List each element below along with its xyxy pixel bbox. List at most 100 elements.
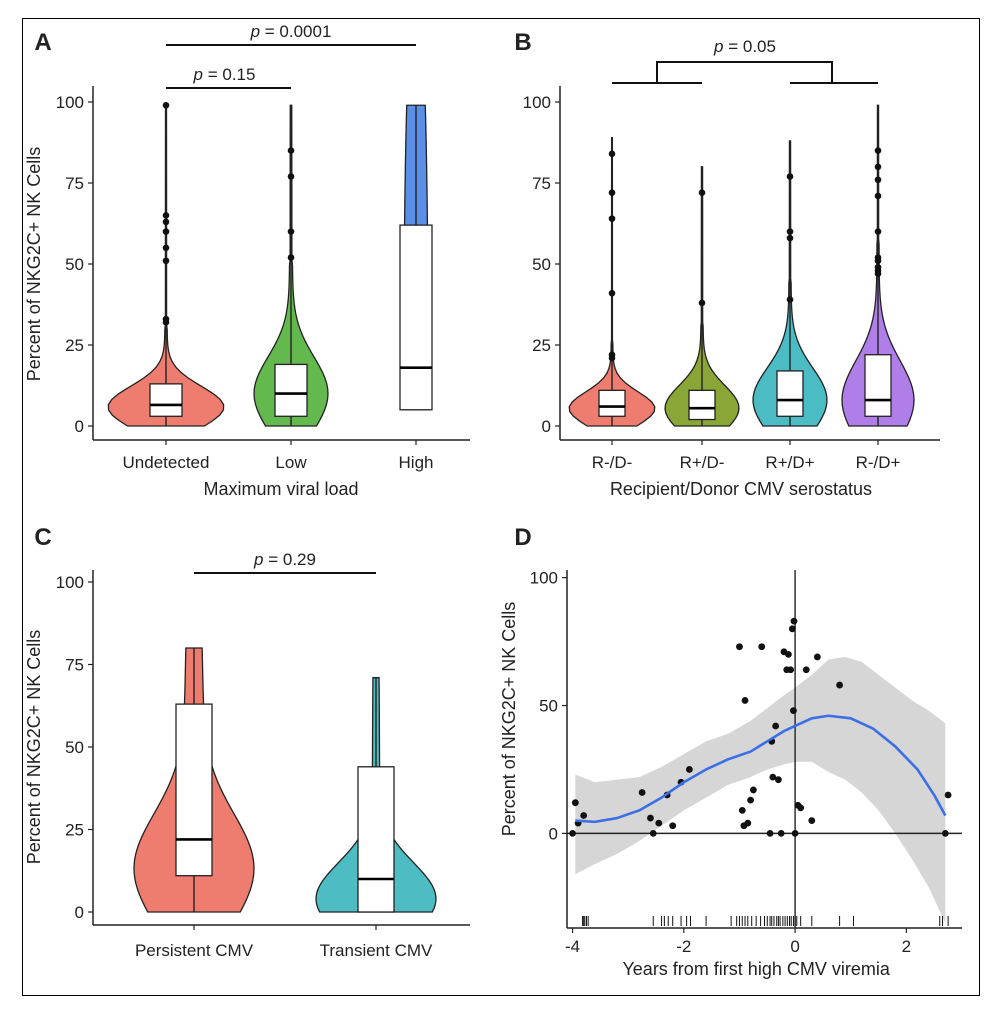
box-R+/D-	[688, 389, 716, 421]
y-tick-label: 100	[530, 569, 558, 588]
outlier-point	[874, 192, 882, 200]
outlier-point	[786, 234, 794, 242]
x-axis-label: Recipient/Donor CMV serostatus	[610, 479, 872, 499]
y-tick-label: 0	[75, 417, 84, 436]
data-point	[941, 829, 949, 837]
data-point	[775, 776, 782, 784]
outlier-point	[162, 319, 170, 326]
outlier-point	[874, 270, 882, 278]
box-Transient CMV	[357, 766, 395, 913]
x-tick-label: R-/D+	[856, 453, 901, 472]
panel-b: 0 25 50 75 100 R-/D- R+/D- R+/D+ R-/D+ Recipient/…	[514, 29, 940, 499]
outlier-point	[786, 173, 794, 180]
data-point	[744, 819, 752, 827]
data-point	[777, 829, 785, 837]
outlier-point	[608, 289, 616, 297]
y-tick-label: 0	[542, 417, 551, 436]
data-point	[638, 789, 646, 796]
box-R-/D-	[598, 389, 626, 417]
x-axis-label: Maximum viral load	[203, 479, 358, 499]
data-point	[772, 722, 780, 730]
outlier-point	[874, 163, 882, 171]
box-Undetected	[149, 383, 183, 417]
y-tick-label: 25	[532, 336, 551, 355]
data-point	[813, 653, 821, 661]
data-point	[655, 819, 663, 827]
data-point	[736, 643, 743, 651]
data-point	[669, 822, 677, 830]
data-point	[769, 773, 777, 781]
data-point	[749, 786, 757, 794]
box-R+/D+	[776, 370, 804, 417]
data-point	[738, 806, 746, 814]
outlier-point	[608, 215, 616, 222]
y-tick-label: 25	[65, 821, 84, 840]
outlier-point	[162, 218, 170, 226]
x-tick-label: Low	[275, 453, 307, 472]
x-tick-label: R-/D-	[592, 453, 633, 472]
box-High	[399, 224, 433, 411]
p-value-label: p = 0.0001	[250, 22, 332, 41]
p-value-label: p = 0.05	[713, 37, 776, 56]
data-point	[790, 707, 797, 715]
x-tick-label: -2	[676, 937, 691, 956]
x-tick-label: 0	[790, 937, 799, 956]
y-tick-label: 75	[65, 174, 84, 193]
bracket-between-groups	[656, 61, 833, 83]
panel-a: 0 25 50 75 100 Percent of NKG2C+ NK Cells Unde…	[24, 22, 470, 499]
y-tick-label: 0	[75, 903, 84, 922]
confidence-band	[575, 656, 946, 923]
outlier-point	[162, 212, 170, 219]
outlier-point	[162, 244, 170, 252]
y-axis-label: Percent of NKG2C+ NK Cells	[24, 147, 44, 382]
y-tick-label: 50	[532, 255, 551, 274]
outlier-point	[874, 257, 882, 265]
y-tick-label: 75	[532, 174, 551, 193]
y-tick-label: 25	[65, 336, 84, 355]
data-point	[571, 799, 579, 807]
data-point	[836, 681, 844, 689]
data-point	[787, 666, 795, 674]
panel-letter: D	[514, 524, 531, 551]
x-tick-label: Undetected	[123, 453, 210, 472]
data-point	[944, 791, 952, 799]
x-tick-label: R+/D-	[680, 453, 725, 472]
figure-frame	[22, 18, 980, 996]
data-point	[766, 829, 774, 837]
outlier-point	[162, 101, 170, 109]
panel-c: 0 25 50 75 100 Percent of NKG2C+ NK Cells Pers…	[24, 524, 470, 960]
outlier-point	[608, 189, 616, 197]
data-point	[747, 796, 754, 804]
outlier-point	[287, 173, 295, 180]
data-point	[758, 643, 766, 651]
x-axis-label: Years from first high CMV viremia	[622, 959, 890, 979]
y-tick-label: 50	[539, 697, 558, 716]
data-point	[569, 829, 576, 837]
panel-d: 0 50 100 -4 -2 0 2 Years from first high CMV vi…	[499, 524, 962, 979]
p-value-label: p = 0.29	[253, 550, 316, 569]
outlier-point	[287, 228, 295, 235]
data-point	[791, 829, 799, 837]
y-tick-label: 75	[65, 656, 84, 675]
data-point	[580, 812, 588, 819]
outlier-point	[287, 254, 295, 261]
y-axis-label: Percent of NKG2C+ NK Cells	[499, 602, 519, 837]
data-point	[685, 766, 693, 773]
panel-letter: C	[34, 524, 51, 551]
outlier-point	[786, 228, 794, 235]
panel-letter: B	[514, 29, 531, 56]
data-point	[808, 817, 816, 824]
x-tick-label: Transient CMV	[320, 941, 433, 960]
y-tick-label: 50	[65, 255, 84, 274]
data-point	[788, 625, 796, 633]
y-tick-label: 100	[56, 573, 84, 592]
box-Persistent CMV	[175, 703, 213, 877]
box-Low	[274, 363, 308, 417]
data-point	[802, 666, 810, 674]
data-point	[649, 829, 657, 837]
x-tick-label: Persistent CMV	[135, 941, 254, 960]
outlier-point	[162, 257, 170, 265]
x-tick-label: -4	[565, 937, 580, 956]
smooth-fit-line	[575, 714, 947, 824]
p-value-label: p = 0.15	[193, 65, 256, 84]
